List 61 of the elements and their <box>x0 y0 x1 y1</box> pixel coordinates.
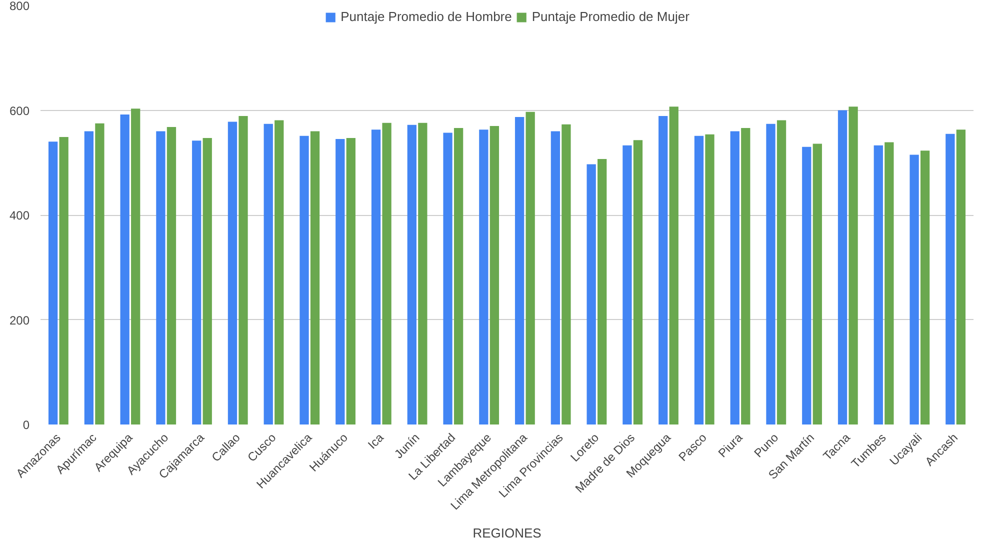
bar <box>705 134 714 424</box>
bar <box>300 136 309 424</box>
bar <box>669 106 678 424</box>
bar <box>228 122 238 424</box>
legend-label: Puntaje Promedio de Mujer <box>532 9 690 24</box>
bar <box>59 136 68 424</box>
bar <box>598 158 607 424</box>
bar <box>766 124 776 424</box>
y-tick-label: 0 <box>22 418 30 432</box>
bar <box>776 120 786 424</box>
y-tick-label: 400 <box>9 208 30 222</box>
bar <box>382 122 392 424</box>
bar <box>658 116 668 424</box>
bar <box>371 130 381 424</box>
bar <box>479 130 488 424</box>
y-tick-label: 600 <box>9 104 30 118</box>
bar <box>443 132 452 424</box>
bar <box>946 134 955 424</box>
bar <box>84 131 94 424</box>
bar <box>407 124 416 424</box>
bar <box>238 116 248 424</box>
legend-label: Puntaje Promedio de Hombre <box>340 9 512 24</box>
bar <box>48 142 58 424</box>
bar <box>454 128 464 424</box>
bar <box>514 117 524 424</box>
bar <box>202 138 212 424</box>
bar <box>95 123 104 424</box>
bar <box>166 127 176 424</box>
bar <box>310 131 320 424</box>
bar <box>622 145 632 424</box>
bar <box>336 139 345 424</box>
bar <box>874 145 883 424</box>
x-tick-label: Ica <box>365 430 387 452</box>
bar <box>884 142 894 424</box>
y-tick-label: 200 <box>9 313 30 328</box>
bar <box>192 140 202 424</box>
bar <box>730 131 740 424</box>
bar <box>550 131 560 424</box>
bar <box>812 144 822 424</box>
bar <box>156 131 166 424</box>
bar <box>956 130 966 424</box>
bar <box>526 112 535 424</box>
y-tick-label: 800 <box>9 0 30 13</box>
bar <box>586 164 596 424</box>
bar <box>274 120 284 424</box>
bar <box>633 140 643 424</box>
bar <box>802 146 812 424</box>
bar <box>418 122 428 424</box>
x-axis-title: REGIONES <box>472 526 542 541</box>
bar <box>741 128 750 424</box>
bar <box>346 138 356 424</box>
bar <box>694 136 704 424</box>
bar <box>131 108 140 424</box>
bar <box>120 114 130 424</box>
bar <box>562 124 571 424</box>
bar <box>848 106 858 424</box>
bar <box>920 150 930 424</box>
bar <box>264 124 273 424</box>
bar <box>910 154 919 424</box>
bar <box>490 126 500 424</box>
bar <box>838 110 848 424</box>
